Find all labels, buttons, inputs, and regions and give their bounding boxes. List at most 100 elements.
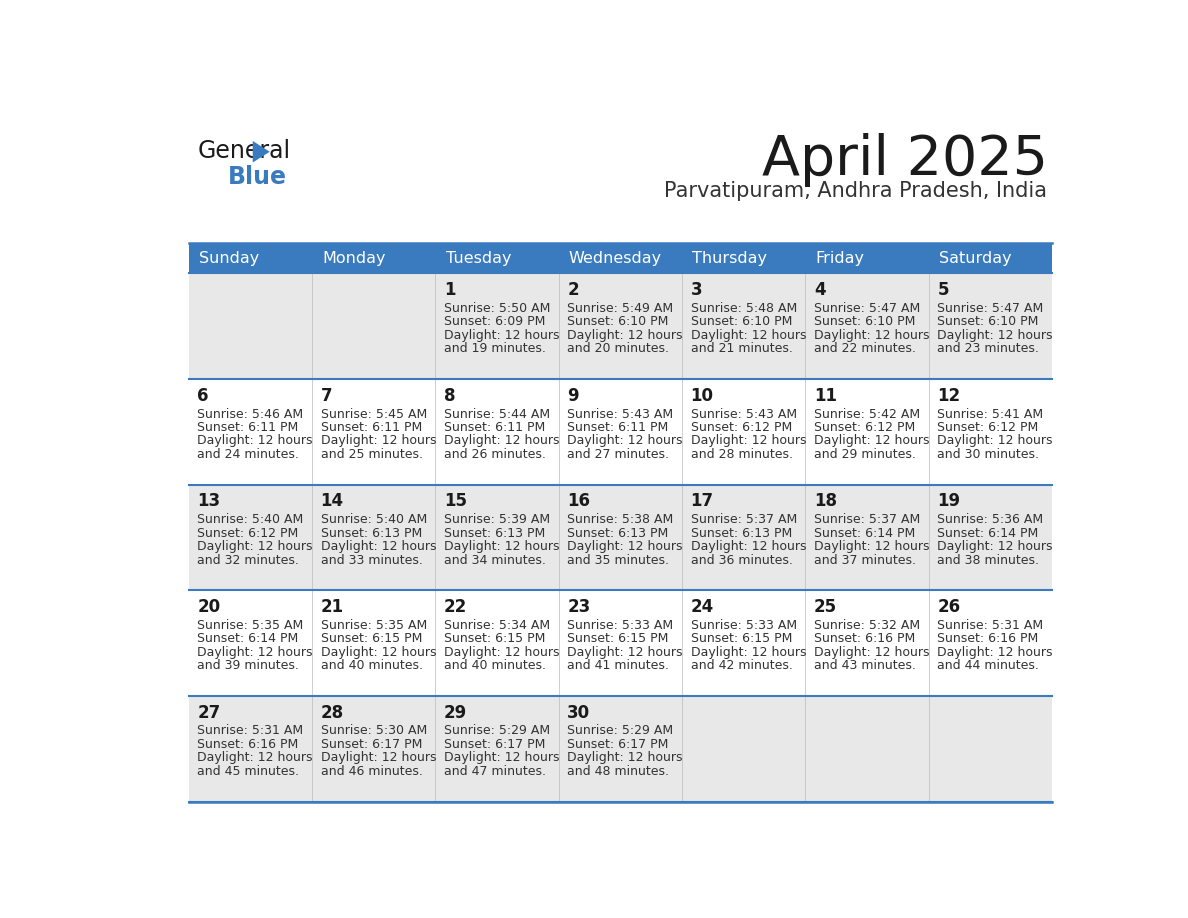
Text: Sunrise: 5:29 AM: Sunrise: 5:29 AM — [444, 724, 550, 737]
Text: Sunset: 6:11 PM: Sunset: 6:11 PM — [444, 421, 545, 434]
Text: 23: 23 — [568, 598, 590, 616]
Text: Sunrise: 5:43 AM: Sunrise: 5:43 AM — [690, 408, 797, 420]
Text: Sunset: 6:16 PM: Sunset: 6:16 PM — [814, 633, 915, 645]
Bar — [929, 242, 1053, 274]
Bar — [682, 242, 805, 274]
Text: Daylight: 12 hours: Daylight: 12 hours — [568, 752, 683, 765]
Text: Daylight: 12 hours: Daylight: 12 hours — [690, 540, 807, 554]
Text: Sunset: 6:10 PM: Sunset: 6:10 PM — [690, 316, 792, 329]
Text: and 27 minutes.: and 27 minutes. — [568, 448, 669, 461]
Text: Daylight: 12 hours: Daylight: 12 hours — [321, 752, 436, 765]
Text: Daylight: 12 hours: Daylight: 12 hours — [444, 329, 560, 341]
Text: Sunrise: 5:37 AM: Sunrise: 5:37 AM — [690, 513, 797, 526]
Text: and 21 minutes.: and 21 minutes. — [690, 342, 792, 355]
Text: and 39 minutes.: and 39 minutes. — [197, 659, 299, 672]
Text: Sunset: 6:11 PM: Sunset: 6:11 PM — [568, 421, 669, 434]
Text: Sunrise: 5:41 AM: Sunrise: 5:41 AM — [937, 408, 1043, 420]
Text: Sunset: 6:10 PM: Sunset: 6:10 PM — [814, 316, 916, 329]
Text: Sunrise: 5:32 AM: Sunrise: 5:32 AM — [814, 619, 921, 632]
Text: Daylight: 12 hours: Daylight: 12 hours — [937, 645, 1053, 659]
Text: Sunrise: 5:38 AM: Sunrise: 5:38 AM — [568, 513, 674, 526]
Text: Sunset: 6:10 PM: Sunset: 6:10 PM — [568, 316, 669, 329]
Text: and 41 minutes.: and 41 minutes. — [568, 659, 669, 672]
Text: 2: 2 — [568, 281, 579, 299]
Text: Sunrise: 5:47 AM: Sunrise: 5:47 AM — [937, 302, 1043, 315]
Text: Tuesday: Tuesday — [446, 251, 511, 265]
Text: Daylight: 12 hours: Daylight: 12 hours — [814, 540, 929, 554]
Text: and 29 minutes.: and 29 minutes. — [814, 448, 916, 461]
Text: Sunset: 6:11 PM: Sunset: 6:11 PM — [321, 421, 422, 434]
Text: 7: 7 — [321, 386, 333, 405]
Text: Daylight: 12 hours: Daylight: 12 hours — [690, 329, 807, 341]
Text: 17: 17 — [690, 492, 714, 510]
Text: and 19 minutes.: and 19 minutes. — [444, 342, 545, 355]
Text: Sunset: 6:10 PM: Sunset: 6:10 PM — [937, 316, 1038, 329]
Text: and 37 minutes.: and 37 minutes. — [814, 554, 916, 566]
Text: Daylight: 12 hours: Daylight: 12 hours — [690, 645, 807, 659]
Text: 22: 22 — [444, 598, 467, 616]
Text: 12: 12 — [937, 386, 960, 405]
Text: 20: 20 — [197, 598, 221, 616]
Text: Sunrise: 5:42 AM: Sunrise: 5:42 AM — [814, 408, 921, 420]
Text: Daylight: 12 hours: Daylight: 12 hours — [937, 434, 1053, 447]
Bar — [189, 590, 1053, 696]
Text: Sunset: 6:15 PM: Sunset: 6:15 PM — [321, 633, 422, 645]
Text: Monday: Monday — [322, 251, 386, 265]
Text: 11: 11 — [814, 386, 838, 405]
Text: 16: 16 — [568, 492, 590, 510]
Text: 3: 3 — [690, 281, 702, 299]
Text: 18: 18 — [814, 492, 838, 510]
Bar — [558, 242, 682, 274]
Bar — [436, 242, 558, 274]
Bar — [189, 274, 1053, 379]
Text: Sunrise: 5:29 AM: Sunrise: 5:29 AM — [568, 724, 674, 737]
Text: 15: 15 — [444, 492, 467, 510]
Text: Friday: Friday — [815, 251, 865, 265]
Text: and 36 minutes.: and 36 minutes. — [690, 554, 792, 566]
Text: Sunrise: 5:49 AM: Sunrise: 5:49 AM — [568, 302, 674, 315]
Text: Sunrise: 5:35 AM: Sunrise: 5:35 AM — [197, 619, 304, 632]
Text: Sunday: Sunday — [198, 251, 259, 265]
Text: Daylight: 12 hours: Daylight: 12 hours — [814, 645, 929, 659]
Text: Daylight: 12 hours: Daylight: 12 hours — [568, 434, 683, 447]
Text: Sunset: 6:12 PM: Sunset: 6:12 PM — [814, 421, 915, 434]
Text: Sunrise: 5:40 AM: Sunrise: 5:40 AM — [321, 513, 426, 526]
Text: Sunset: 6:15 PM: Sunset: 6:15 PM — [690, 633, 792, 645]
Text: 13: 13 — [197, 492, 221, 510]
Text: 30: 30 — [568, 704, 590, 722]
Text: 6: 6 — [197, 386, 209, 405]
Text: 26: 26 — [937, 598, 960, 616]
Text: Sunset: 6:16 PM: Sunset: 6:16 PM — [937, 633, 1038, 645]
Text: Sunset: 6:14 PM: Sunset: 6:14 PM — [814, 527, 915, 540]
Text: Sunset: 6:17 PM: Sunset: 6:17 PM — [321, 738, 422, 751]
Text: 29: 29 — [444, 704, 467, 722]
Text: and 32 minutes.: and 32 minutes. — [197, 554, 299, 566]
Text: Daylight: 12 hours: Daylight: 12 hours — [937, 540, 1053, 554]
Text: Sunrise: 5:50 AM: Sunrise: 5:50 AM — [444, 302, 550, 315]
Text: and 20 minutes.: and 20 minutes. — [568, 342, 669, 355]
Text: Sunset: 6:17 PM: Sunset: 6:17 PM — [568, 738, 669, 751]
Bar — [189, 242, 312, 274]
Bar — [189, 696, 1053, 801]
Text: Parvatipuram, Andhra Pradesh, India: Parvatipuram, Andhra Pradesh, India — [664, 181, 1048, 201]
Text: and 24 minutes.: and 24 minutes. — [197, 448, 299, 461]
Text: Blue: Blue — [228, 165, 286, 189]
Text: Sunrise: 5:45 AM: Sunrise: 5:45 AM — [321, 408, 426, 420]
Text: and 44 minutes.: and 44 minutes. — [937, 659, 1040, 672]
Text: and 22 minutes.: and 22 minutes. — [814, 342, 916, 355]
Text: 8: 8 — [444, 386, 455, 405]
Text: 27: 27 — [197, 704, 221, 722]
Text: Sunset: 6:11 PM: Sunset: 6:11 PM — [197, 421, 298, 434]
Text: and 47 minutes.: and 47 minutes. — [444, 765, 546, 778]
Text: and 25 minutes.: and 25 minutes. — [321, 448, 423, 461]
Bar — [312, 242, 436, 274]
Text: Daylight: 12 hours: Daylight: 12 hours — [690, 434, 807, 447]
Text: Sunrise: 5:35 AM: Sunrise: 5:35 AM — [321, 619, 426, 632]
Bar — [805, 242, 929, 274]
Text: Saturday: Saturday — [939, 251, 1011, 265]
Text: and 26 minutes.: and 26 minutes. — [444, 448, 545, 461]
Text: and 35 minutes.: and 35 minutes. — [568, 554, 669, 566]
Text: Daylight: 12 hours: Daylight: 12 hours — [568, 540, 683, 554]
Text: Sunrise: 5:34 AM: Sunrise: 5:34 AM — [444, 619, 550, 632]
Text: Daylight: 12 hours: Daylight: 12 hours — [814, 434, 929, 447]
